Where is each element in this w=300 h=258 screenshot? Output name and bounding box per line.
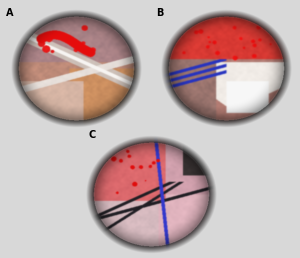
Text: B: B — [156, 8, 164, 18]
Text: A: A — [6, 8, 14, 18]
Text: C: C — [88, 130, 96, 140]
